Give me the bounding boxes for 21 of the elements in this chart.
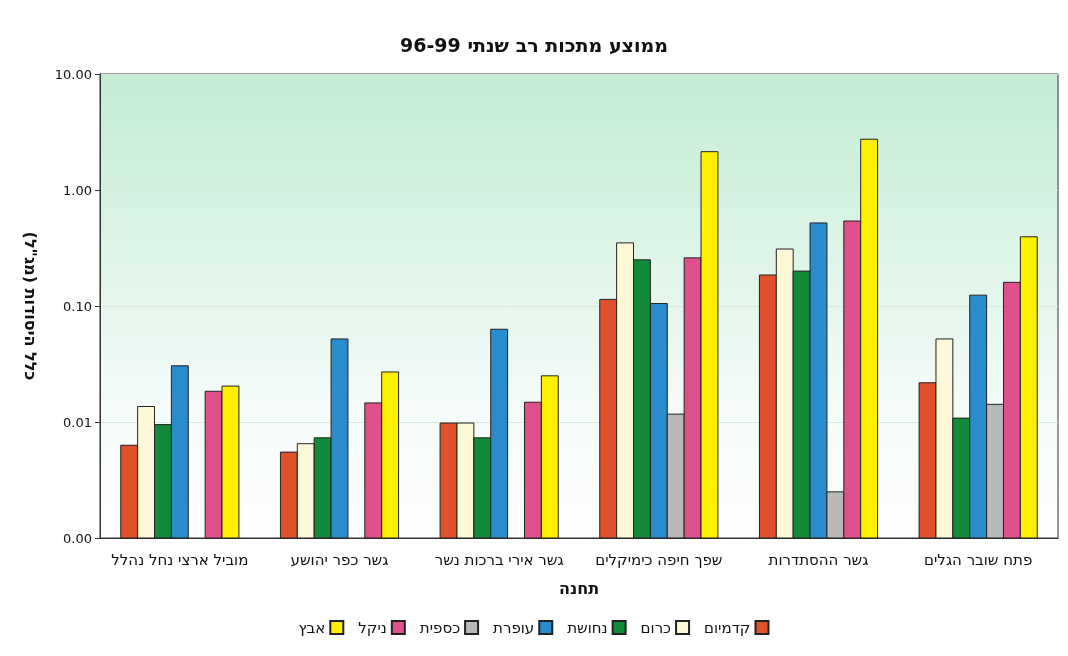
x-tick-label: פתח שובר הגלים [924, 550, 1033, 569]
legend-label: כרום [640, 618, 672, 637]
x-tick-label: שפך חיפה כימיקלים [595, 550, 723, 569]
x-tick-label: גשר ההסתדרות [768, 550, 869, 569]
y-tick-label: 10.00 [54, 66, 92, 82]
y-tick-label: 1.00 [63, 182, 92, 198]
y-axis-title: כלל היסודות (מג"ל) [20, 231, 40, 381]
legend-label: ניקל [358, 618, 387, 637]
x-tick-label: גשר כפר יהושע [290, 550, 389, 569]
chart-title: ממוצע מתכות רב שנתי 96-99 [400, 33, 668, 56]
x-tick-label: גשר אירי ברכות נשר [434, 550, 564, 569]
y-tick-label: 0.00 [63, 530, 92, 546]
legend-label: קדמיום [704, 618, 751, 637]
legend-label: עופרת [493, 618, 535, 637]
x-axis-title: תחנה [558, 578, 600, 598]
x-tick-label: מוביל ארצי נחל נהלל [111, 550, 249, 569]
y-tick-label: 0.10 [63, 298, 92, 314]
legend-label: אבץ [298, 618, 326, 637]
legend-label: כספית [419, 618, 461, 637]
y-tick-label: 0.01 [63, 414, 92, 430]
legend-label: נחושת [567, 618, 608, 637]
